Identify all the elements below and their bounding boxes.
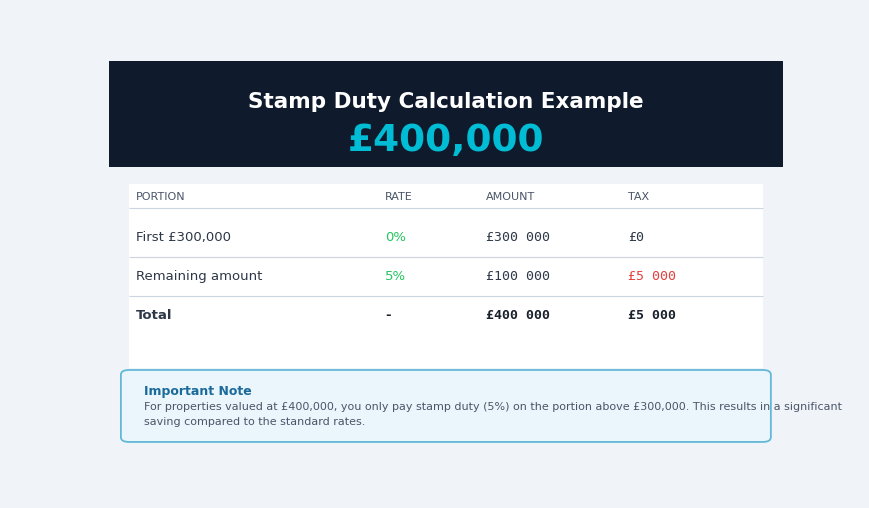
Text: 5%: 5%	[385, 270, 406, 283]
Text: Important Note: Important Note	[143, 385, 251, 398]
Text: £5 000: £5 000	[627, 309, 675, 323]
Text: AMOUNT: AMOUNT	[486, 192, 535, 202]
Text: £300 000: £300 000	[486, 231, 550, 244]
Text: 0%: 0%	[385, 231, 406, 244]
Text: TAX: TAX	[627, 192, 648, 202]
Text: £400,000: £400,000	[348, 123, 543, 159]
Text: First £300,000: First £300,000	[136, 231, 230, 244]
FancyBboxPatch shape	[121, 370, 770, 442]
FancyBboxPatch shape	[129, 184, 762, 368]
Text: -: -	[385, 309, 390, 323]
Text: Stamp Duty Calculation Example: Stamp Duty Calculation Example	[248, 92, 643, 112]
Text: Total: Total	[136, 309, 172, 323]
Text: £5 000: £5 000	[627, 270, 675, 283]
Text: RATE: RATE	[385, 192, 413, 202]
Text: £400 000: £400 000	[486, 309, 550, 323]
Text: £0: £0	[627, 231, 643, 244]
Text: PORTION: PORTION	[136, 192, 185, 202]
Text: £100 000: £100 000	[486, 270, 550, 283]
Text: For properties valued at £400,000, you only pay stamp duty (5%) on the portion a: For properties valued at £400,000, you o…	[143, 402, 841, 427]
FancyBboxPatch shape	[109, 61, 782, 167]
Text: Remaining amount: Remaining amount	[136, 270, 262, 283]
